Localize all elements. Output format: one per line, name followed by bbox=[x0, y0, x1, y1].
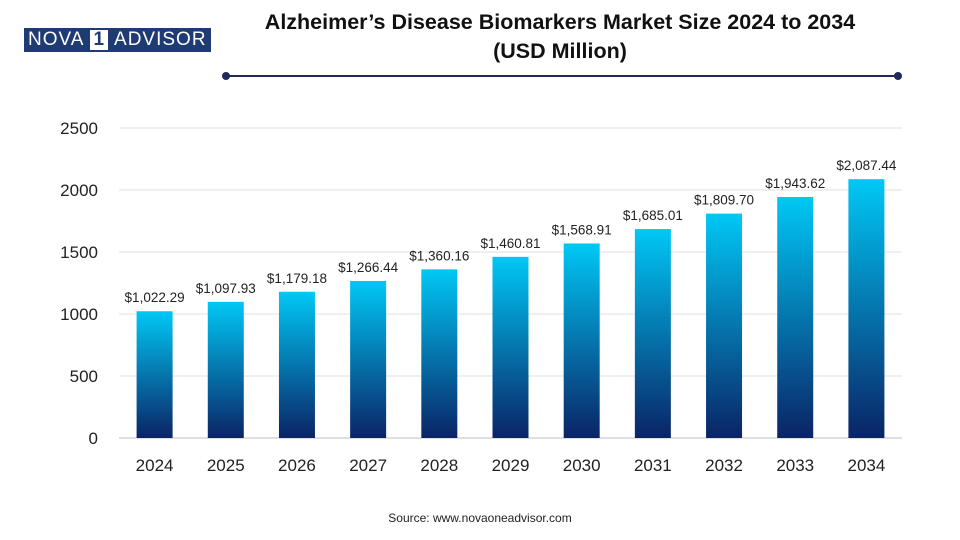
x-tick-label-2033: 2033 bbox=[776, 456, 814, 475]
chart-title: Alzheimer’s Disease Biomarkers Market Si… bbox=[210, 8, 910, 66]
logo-text-nova: NOVA bbox=[24, 28, 89, 52]
bar-2029 bbox=[492, 256, 529, 438]
bars bbox=[136, 179, 885, 438]
data-label-2026: $1,179.18 bbox=[267, 271, 327, 286]
x-axis: 2024 2025 2026 2027 2028 2029 2030 2031 2032 2033… bbox=[136, 456, 886, 475]
x-tick-label-2026: 2026 bbox=[278, 456, 316, 475]
bar-2026 bbox=[278, 291, 315, 438]
x-tick-label-2029: 2029 bbox=[492, 456, 530, 475]
y-tick-label: 500 bbox=[70, 367, 98, 386]
x-tick-label-2025: 2025 bbox=[207, 456, 245, 475]
data-labels: $1,022.29 $1,097.93 $1,179.18 $1,266.44 $1,3… bbox=[125, 158, 897, 305]
source-note: Source: www.novaoneadvisor.com bbox=[388, 511, 572, 525]
x-tick-label-2031: 2031 bbox=[634, 456, 672, 475]
bar-2027 bbox=[350, 280, 387, 438]
y-tick-label: 1500 bbox=[60, 243, 98, 262]
data-label-2030: $1,568.91 bbox=[552, 222, 612, 237]
bar-2028 bbox=[421, 269, 458, 438]
bar-2034 bbox=[848, 179, 885, 438]
chart-title-line2: (USD Million) bbox=[493, 39, 627, 63]
y-tick-label: 1000 bbox=[60, 305, 98, 324]
data-label-2024: $1,022.29 bbox=[125, 290, 185, 305]
novaoneadvisor-logo: NOVA 1 ADVISOR bbox=[24, 28, 211, 52]
bar-2032 bbox=[706, 213, 743, 438]
chart-title-line1: Alzheimer’s Disease Biomarkers Market Si… bbox=[264, 10, 856, 34]
logo-mark: 1 bbox=[88, 28, 111, 52]
data-label-2032: $1,809.70 bbox=[694, 193, 754, 208]
x-tick-label-2030: 2030 bbox=[563, 456, 601, 475]
y-axis: 0 500 1000 1500 2000 2500 bbox=[60, 119, 98, 448]
x-tick-label-2024: 2024 bbox=[136, 456, 174, 475]
bar-2025 bbox=[207, 301, 244, 438]
data-label-2027: $1,266.44 bbox=[338, 260, 399, 275]
x-tick-label-2028: 2028 bbox=[420, 456, 458, 475]
bar-2033 bbox=[777, 196, 814, 438]
logo-text-advisor: ADVISOR bbox=[110, 28, 211, 52]
x-tick-label-2034: 2034 bbox=[847, 456, 885, 475]
x-tick-label-2032: 2032 bbox=[705, 456, 743, 475]
divider-left-dot bbox=[222, 72, 230, 80]
title-divider bbox=[222, 72, 902, 80]
data-label-2028: $1,360.16 bbox=[409, 248, 469, 263]
bar-2024 bbox=[136, 311, 173, 438]
data-label-2034: $2,087.44 bbox=[836, 158, 897, 173]
data-label-2025: $1,097.93 bbox=[196, 281, 256, 296]
data-label-2029: $1,460.81 bbox=[480, 236, 540, 251]
data-label-2031: $1,685.01 bbox=[623, 208, 683, 223]
bar-2031 bbox=[634, 229, 671, 438]
y-tick-label: 0 bbox=[89, 429, 98, 448]
data-label-2033: $1,943.62 bbox=[765, 176, 825, 191]
y-tick-label: 2500 bbox=[60, 119, 98, 138]
divider-right-dot bbox=[894, 72, 902, 80]
y-tick-label: 2000 bbox=[60, 181, 98, 200]
x-tick-label-2027: 2027 bbox=[349, 456, 387, 475]
bar-2030 bbox=[563, 243, 600, 438]
